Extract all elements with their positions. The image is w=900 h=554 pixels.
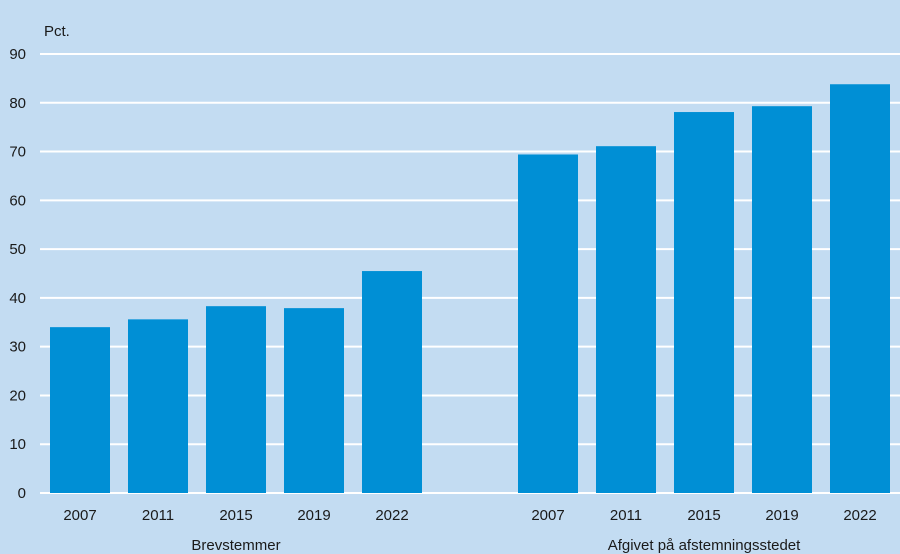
bar: [518, 154, 578, 493]
y-tick-label: 30: [9, 339, 26, 356]
x-tick-label: 2007: [531, 507, 564, 524]
bar: [674, 112, 734, 493]
bar: [284, 308, 344, 493]
bar: [830, 84, 890, 494]
x-tick-label: 2011: [610, 507, 642, 524]
y-tick-label: 0: [18, 485, 26, 502]
group-label: Brevstemmer: [191, 537, 280, 554]
y-tick-label: 20: [9, 387, 26, 404]
x-tick-label: 2022: [375, 507, 408, 524]
bar: [752, 106, 812, 493]
bar: [362, 271, 422, 493]
y-axis-label: Pct.: [44, 23, 70, 40]
y-tick-label: 50: [9, 241, 26, 258]
bar: [128, 319, 188, 493]
x-tick-label: 2007: [63, 507, 96, 524]
y-tick-label: 60: [9, 192, 26, 209]
y-tick-label: 40: [9, 290, 26, 307]
y-tick-label: 10: [9, 436, 26, 453]
x-tick-label: 2019: [765, 507, 798, 524]
y-tick-label: 70: [9, 144, 26, 161]
x-tick-label: 2019: [297, 507, 330, 524]
bar: [50, 327, 110, 493]
bar: [596, 146, 656, 493]
bar: [206, 306, 266, 493]
x-tick-label: 2015: [687, 507, 720, 524]
y-tick-label: 80: [9, 95, 26, 112]
x-tick-label: 2015: [219, 507, 252, 524]
x-tick-label: 2011: [142, 507, 174, 524]
group-label: Afgivet på afstemningsstedet: [608, 537, 801, 554]
y-tick-label: 90: [9, 46, 26, 63]
x-tick-label: 2022: [843, 507, 876, 524]
